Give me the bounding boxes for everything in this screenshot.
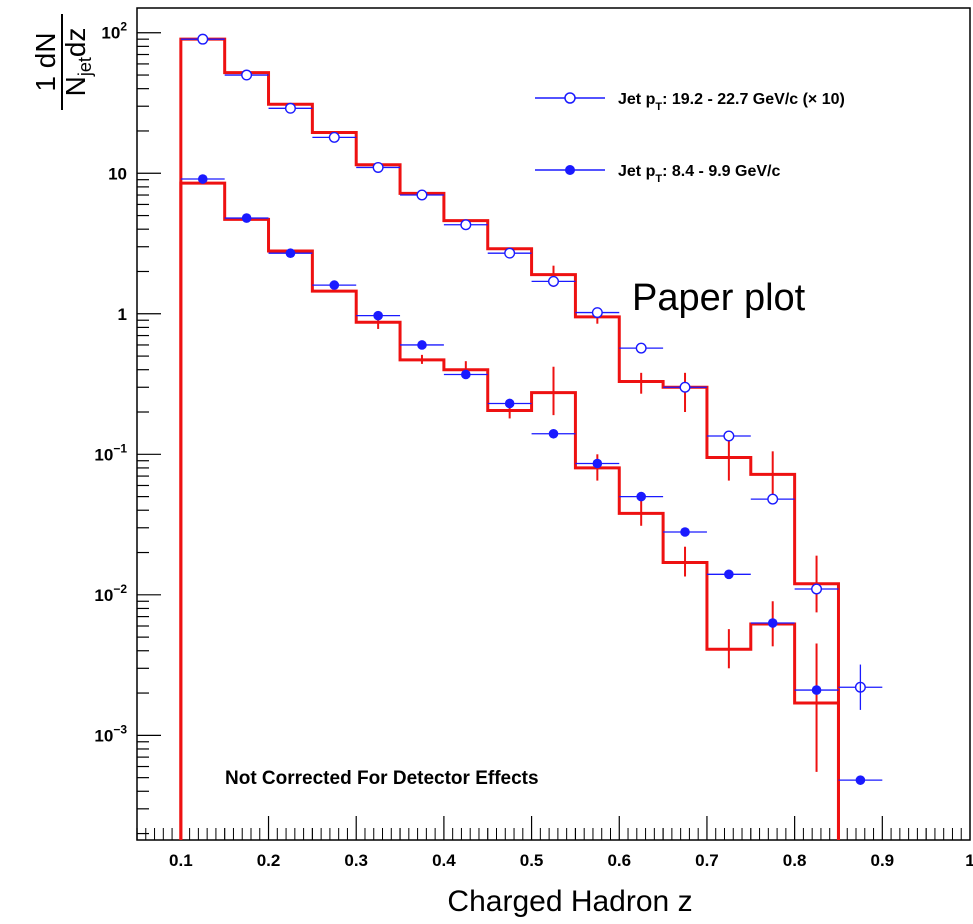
x-tick-label: 0.3 [344,851,368,870]
data-point-filled [417,340,427,350]
data-point-filled [504,398,515,409]
blue-data-points [180,33,883,785]
data-point-filled [461,369,471,380]
plot-frame [136,7,971,841]
y-axis-label-numerator: 1 dN [30,32,61,91]
y-tick-label: 10−2 [94,582,127,605]
overlay-paper-plot: Paper plot [632,277,806,319]
y-axis-label: 1 dN Njetdz [30,14,95,110]
x-axis-ticks: 0.1 0.2 0.3 0.4 0.5 0.6 0.7 0.8 0.9 1 [136,816,973,870]
data-point-filled [811,685,822,695]
legend-label-filled: Jet pT: 8.4 - 9.9 GeV/c [618,163,780,185]
data-point-filled [373,310,383,321]
data-point-open [284,102,296,114]
legend-entry-open: Jet pT: 19.2 - 22.7 GeV/c (× 10) [535,91,845,113]
x-tick-label: 0.5 [520,851,544,870]
y-axis-label-denominator: Njetdz [60,28,95,97]
histogram-step-line [179,37,840,840]
data-point-open [723,430,735,442]
data-point-filled [680,527,690,537]
data-point-open [197,33,209,45]
legend-entry-filled: Jet pT: 8.4 - 9.9 GeV/c [535,163,780,185]
legend-marker-open-circle [564,92,576,104]
data-point-open [504,247,516,259]
data-point-open [591,307,603,319]
data-point-open [328,131,340,143]
data-point-filled [855,775,866,785]
x-tick-label: 0.1 [169,851,193,870]
y-tick-label: 10−1 [94,441,127,464]
data-point-filled [548,428,559,439]
data-point-open [548,275,560,287]
data-point-open [679,381,691,393]
data-point-open [811,583,823,595]
data-point-open [767,493,779,505]
data-point-filled [724,569,734,580]
red-histograms [179,37,840,840]
data-point-open [635,342,647,354]
x-tick-label: 0.9 [870,851,894,870]
data-point-open [416,189,428,201]
data-point-filled [197,174,208,184]
annotation-not-corrected: Not Corrected For Detector Effects [225,768,539,789]
legend-label-open: Jet pT: 19.2 - 22.7 GeV/c (× 10) [618,91,845,113]
x-tick-label: 0.6 [607,851,631,870]
y-tick-label: 10 [108,164,127,183]
data-point-open [460,219,472,231]
data-point-filled [329,280,340,290]
y-tick-label: 1 [118,305,127,324]
x-tick-label: 0.2 [257,851,281,870]
data-point-open [372,161,384,173]
y-tick-label: 10−3 [94,722,127,745]
data-point-filled [592,458,603,469]
x-tick-label: 0.7 [695,851,719,870]
data-point-open [241,69,253,81]
data-point-filled [285,248,296,258]
x-tick-label: 1 [965,851,973,870]
legend: Jet pT: 19.2 - 22.7 GeV/c (× 10) Jet pT:… [535,91,845,185]
legend-marker-filled-circle [565,165,575,175]
y-axis-ticks: 102 10 1 10−1 10−2 10−3 [94,20,161,835]
x-tick-label: 0.8 [783,851,807,870]
data-point-filled [636,491,646,502]
x-tick-label: 0.4 [432,851,456,870]
y-tick-label: 102 [101,20,127,43]
data-point-filled [241,213,252,223]
data-point-filled [767,618,778,628]
x-axis-label: Charged Hadron z [447,885,692,918]
